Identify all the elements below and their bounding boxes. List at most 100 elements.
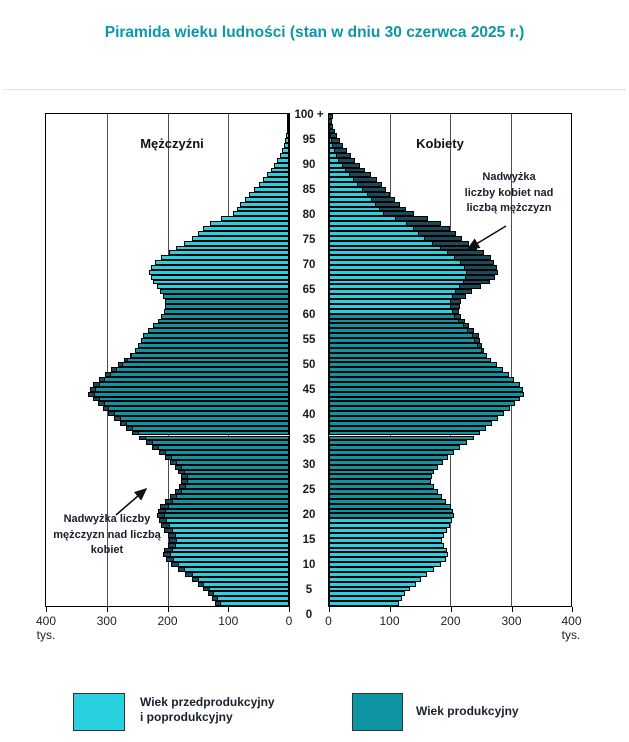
x-tick-label: 400 <box>561 614 582 628</box>
male-surplus-annotation: Nadwyżka liczby mężczyzn nad liczbą kobi… <box>48 512 166 559</box>
female-bar <box>329 489 438 494</box>
male-surplus-tip <box>153 446 160 450</box>
female-bar <box>329 484 434 490</box>
male-bar <box>283 143 289 149</box>
axis-unit-label-right: tys. <box>561 628 581 642</box>
female-bar <box>329 245 478 251</box>
male-panel-label: Mężczyźni <box>140 136 204 151</box>
male-bar <box>287 114 289 119</box>
female-bar <box>329 206 407 212</box>
male-bar <box>97 401 289 407</box>
axis-tick-mark <box>389 607 391 612</box>
male-surplus-tip <box>98 402 105 406</box>
male-bar <box>165 299 289 304</box>
male-bar <box>191 235 289 241</box>
female-surplus-tip <box>462 324 469 328</box>
male-bar <box>253 187 289 192</box>
age-tick-label: 95 <box>302 134 316 146</box>
female-bar <box>329 411 505 416</box>
female-surplus-tip <box>467 329 474 333</box>
male-bar <box>284 138 289 144</box>
female-bar <box>329 469 435 475</box>
female-bar <box>329 265 498 270</box>
male-surplus-tip <box>170 538 178 542</box>
age-tick-label: 65 <box>302 284 316 296</box>
female-surplus-tip <box>477 343 482 347</box>
male-bar <box>148 328 289 334</box>
female-bar <box>329 435 474 441</box>
age-tick-label: 35 <box>302 434 316 446</box>
female-bar <box>329 420 493 426</box>
male-surplus-tip <box>166 558 174 562</box>
female-surplus-tip <box>417 231 456 235</box>
male-surplus-tip <box>127 426 134 430</box>
male-bar <box>274 162 289 168</box>
age-tick-label: 75 <box>302 234 316 246</box>
male-bar <box>167 532 289 538</box>
male-surplus-tip <box>181 475 188 479</box>
age-tick-label: 45 <box>302 384 316 396</box>
female-bar <box>329 601 399 606</box>
male-surplus-tip <box>198 582 205 586</box>
female-bar <box>329 513 455 519</box>
female-surplus-annotation-line: liczbą mężczyzn <box>466 202 552 214</box>
female-bar <box>329 503 451 509</box>
axis-tick-mark <box>106 607 108 612</box>
female-surplus-tip <box>431 241 469 245</box>
female-surplus-tip <box>338 158 354 162</box>
male-surplus-tip <box>139 436 146 440</box>
male-surplus-annotation-line: mężczyzn nad liczbą <box>53 528 161 541</box>
male-surplus-tip <box>170 494 178 498</box>
male-bar <box>120 420 289 426</box>
male-bar <box>177 567 289 572</box>
female-bar <box>329 591 406 597</box>
male-bar <box>179 484 289 490</box>
age-tick-label: 15 <box>302 534 316 546</box>
female-surplus-tip <box>457 319 464 323</box>
male-surplus-annotation-line: Nadwyżka liczby <box>63 513 151 525</box>
axis-unit-label-left: tys. <box>36 628 56 642</box>
male-surplus-tip <box>166 455 172 459</box>
female-bar <box>329 596 402 602</box>
male-bar <box>163 308 289 314</box>
age-tick-label: 60 <box>302 309 316 321</box>
female-bar <box>329 518 453 524</box>
x-tick-label: 300 <box>96 614 117 628</box>
male-bar <box>183 240 289 246</box>
x-tick-label: 100 <box>218 614 239 628</box>
female-surplus-tip <box>480 348 483 352</box>
female-bar <box>329 547 447 553</box>
male-surplus-tip <box>158 509 167 513</box>
gridline <box>106 114 108 606</box>
female-bar <box>329 430 481 436</box>
female-surplus-tip <box>451 309 459 313</box>
male-bar <box>87 391 289 397</box>
male-bar <box>176 245 289 251</box>
female-bar <box>329 235 463 241</box>
axis-tick-mark <box>450 607 452 612</box>
axis-tick-mark <box>511 607 513 612</box>
female-bar <box>329 182 383 188</box>
female-bar <box>329 391 525 397</box>
male-surplus-tip <box>157 514 166 518</box>
female-surplus-tip <box>452 295 465 299</box>
female-bar <box>329 352 487 358</box>
male-bar <box>138 435 289 441</box>
legend-label-line: Wiek przedprodukcyjny <box>140 695 275 709</box>
axis-tick-mark <box>289 607 290 612</box>
male-bar <box>155 260 289 265</box>
male-bar <box>111 367 289 373</box>
female-surplus-tip <box>472 334 479 338</box>
female-bar <box>329 537 443 543</box>
age-tick-label: 40 <box>302 409 316 421</box>
female-bar <box>329 396 520 402</box>
female-surplus-tip <box>462 280 489 284</box>
female-bar <box>329 269 499 275</box>
male-surplus-tip <box>90 387 96 391</box>
male-bar <box>160 289 289 295</box>
female-bar <box>329 386 524 392</box>
female-surplus-tip <box>329 129 335 133</box>
divider-line <box>4 89 625 90</box>
female-bar <box>329 586 411 592</box>
male-bar <box>107 411 289 416</box>
